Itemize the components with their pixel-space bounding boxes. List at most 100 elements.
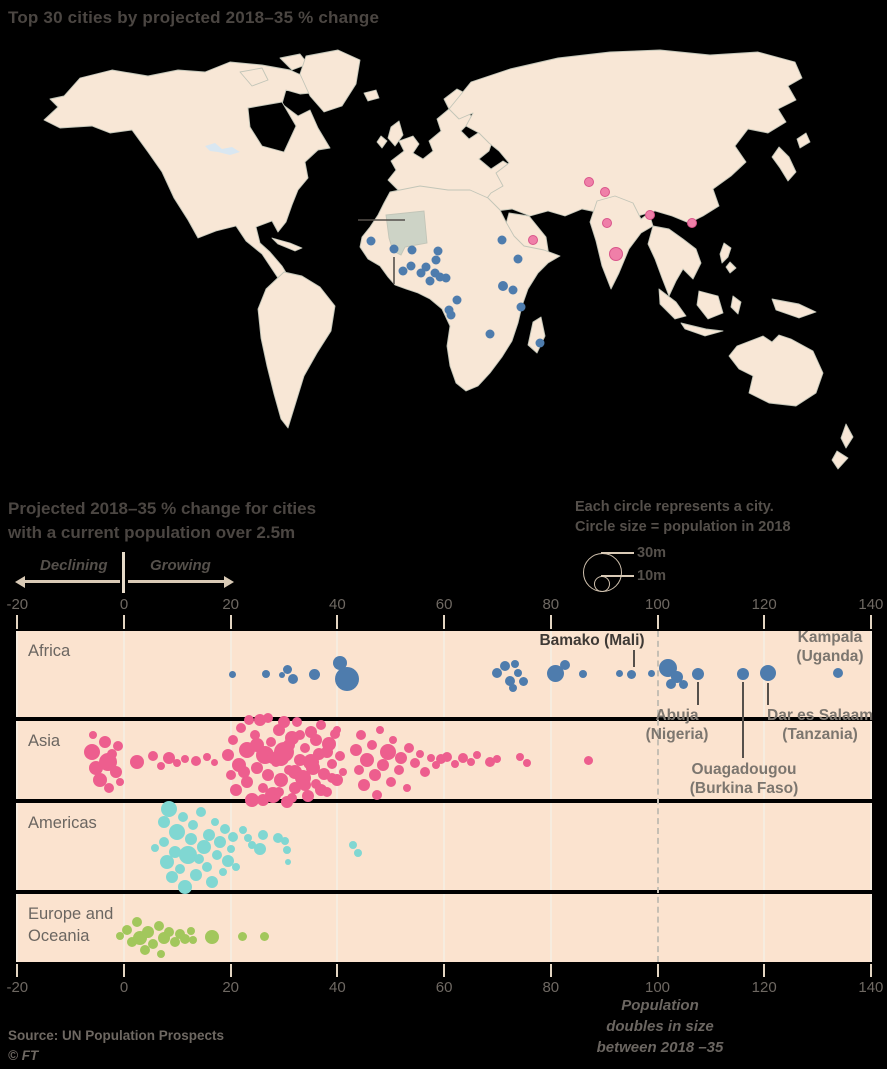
city-dot (409, 758, 420, 768)
axis-tick-label-bottom: 120 (751, 979, 777, 996)
city-dot (257, 830, 268, 840)
city-dot (299, 779, 312, 791)
city-dot (295, 730, 306, 740)
axis-tick-label-bottom: 0 (119, 979, 129, 996)
axis-tick-label-top: 0 (119, 596, 129, 613)
city-dot (508, 684, 517, 692)
map-city-dot-africa (406, 261, 416, 271)
doubling-note-line-3: between 2018 –35 (596, 1039, 724, 1056)
city-dot (354, 849, 363, 857)
map-city-dot-africa (398, 266, 408, 276)
city-dot (177, 812, 188, 822)
city-dot (321, 787, 332, 797)
axis-tick-bottom (656, 964, 659, 977)
city-dot (333, 656, 348, 670)
map-australia (728, 334, 824, 407)
map-philippines (725, 261, 737, 274)
city-dot (263, 713, 274, 723)
city-dot (181, 755, 190, 763)
city-dot (230, 784, 243, 796)
city-dot (441, 752, 452, 762)
gridline (123, 721, 125, 799)
city-dot (236, 723, 247, 733)
city-dot (560, 660, 571, 670)
city-dot (157, 950, 166, 958)
map-uk (387, 120, 404, 147)
city-dot (214, 836, 227, 848)
city-dot (262, 769, 275, 781)
callout-line: (Nigeria) (645, 726, 709, 743)
map-city-dot-asia (584, 177, 594, 187)
city-dot (493, 755, 502, 763)
callout-bamako-mali-: Bamako (Mali) (539, 631, 644, 650)
city-dot (420, 767, 431, 777)
city-dot (511, 660, 520, 668)
gridline (869, 803, 872, 890)
gridline (869, 721, 872, 799)
doubling-note-line-1: Population (621, 997, 699, 1014)
city-dot (220, 824, 231, 834)
city-dot (245, 793, 260, 807)
gridline (336, 894, 339, 962)
city-dot (416, 750, 425, 758)
city-dot (169, 824, 186, 840)
city-dot (211, 758, 219, 766)
map-hudson-bay (247, 101, 297, 153)
city-dot (164, 927, 175, 937)
axis-tick-top (763, 615, 766, 629)
city-dot (335, 667, 359, 691)
gridline (763, 894, 766, 962)
city-dot (168, 846, 181, 858)
gridline (869, 894, 872, 962)
axis-tick-label-top: 120 (751, 596, 777, 613)
axis-tick-label-top: 20 (222, 596, 240, 613)
axis-tick-top (229, 615, 232, 629)
axis-tick-label-top: 140 (858, 596, 884, 613)
city-dot (166, 871, 178, 883)
city-dot (368, 769, 381, 781)
axis-tick-bottom (549, 964, 552, 977)
map-greenland (299, 49, 361, 113)
city-dot (350, 744, 363, 756)
city-dot (466, 758, 475, 766)
city-dot (348, 841, 357, 849)
city-dot (228, 735, 239, 745)
map-japan (771, 146, 797, 182)
map-iceland (363, 89, 380, 102)
city-dot (356, 730, 367, 740)
city-dot (127, 937, 137, 947)
declining-arrow-line (24, 580, 120, 583)
city-dot (83, 744, 100, 760)
declining-arrow-head (15, 576, 25, 588)
city-dot (115, 778, 124, 786)
city-dot (505, 676, 516, 686)
city-dot (130, 755, 145, 769)
city-dot (292, 717, 303, 727)
city-dot (335, 751, 346, 761)
city-dot (254, 843, 267, 855)
city-dot (232, 863, 241, 871)
gridline (16, 631, 19, 717)
city-dot (281, 837, 290, 845)
city-dot (99, 736, 112, 748)
city-dot (228, 832, 239, 842)
growing-label: Growing (150, 557, 211, 574)
city-dot (260, 931, 270, 941)
city-dot (832, 668, 843, 678)
row-label-line: Americas (28, 814, 97, 832)
map-city-dot-africa (497, 235, 507, 245)
city-dot (338, 768, 347, 776)
city-dot (226, 845, 235, 853)
city-dot (274, 773, 289, 787)
axis-tick-top (549, 615, 552, 629)
city-dot (150, 844, 159, 852)
city-dot (148, 939, 159, 949)
row-label-line: Europe and (28, 905, 114, 923)
callout-kampala: Kampala (Uganda) (796, 628, 863, 666)
city-dot (163, 752, 176, 764)
size-legend-line-1: Each circle represents a city. (575, 499, 774, 515)
city-dot (380, 744, 397, 760)
callout-line: (Tanzania) (782, 726, 858, 743)
gridline (123, 631, 125, 717)
map-city-dot-africa (446, 310, 456, 320)
